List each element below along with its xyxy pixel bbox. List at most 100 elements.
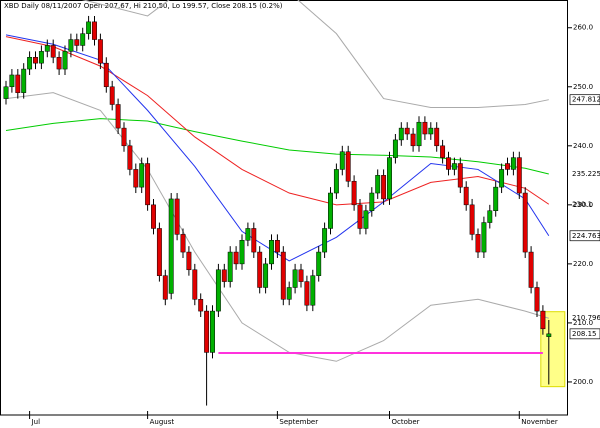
candle-body <box>174 198 180 235</box>
candle-body <box>398 127 404 141</box>
candle-body <box>80 33 86 46</box>
candle-body <box>103 62 109 88</box>
candle-body <box>21 68 27 93</box>
candle-body <box>404 127 410 135</box>
candle-body <box>156 228 162 276</box>
value-label: 235.225 <box>572 170 600 178</box>
candle-body <box>33 57 38 64</box>
candle-body <box>387 157 392 200</box>
candle-body <box>322 228 328 253</box>
candle-body <box>534 287 540 312</box>
candle-body <box>446 157 451 170</box>
candle-body <box>251 228 257 253</box>
y-tick-label: 250.0 <box>573 83 593 91</box>
candle-body <box>369 192 375 211</box>
candle-body <box>227 251 233 282</box>
candle-body <box>50 45 56 58</box>
y-tick-label: 230.0 <box>573 201 593 209</box>
candle-body <box>180 234 186 253</box>
candle-body <box>540 310 546 330</box>
value-label: 208.15 <box>572 330 597 338</box>
candle-body <box>210 310 215 353</box>
candle-body <box>245 228 251 241</box>
candle-body <box>109 86 115 105</box>
candle-body <box>410 133 416 147</box>
candle-body <box>292 269 298 288</box>
candle-body <box>115 104 121 129</box>
candle-body <box>475 234 481 253</box>
value-box <box>569 328 600 340</box>
candle-body <box>74 39 80 46</box>
y-tick-label: 260.0 <box>573 24 593 32</box>
candle-body <box>97 39 103 64</box>
value-label: 224.763 <box>572 232 600 240</box>
x-tick-label: November <box>521 418 558 426</box>
candle-body <box>375 175 381 194</box>
candle-body <box>38 51 44 64</box>
candle-body <box>274 240 280 253</box>
candle-body <box>56 57 62 70</box>
candle-body <box>516 157 522 194</box>
candle-body <box>522 192 528 253</box>
candle-body <box>363 210 369 229</box>
candle-body <box>286 287 292 300</box>
candle-body <box>86 21 92 34</box>
candle-body <box>198 299 204 312</box>
candle-body <box>487 210 493 223</box>
candle-body <box>68 39 74 52</box>
candle-body <box>215 269 221 312</box>
candle-body <box>422 121 428 135</box>
y-tick-label: 220.0 <box>573 260 593 268</box>
candle-body <box>310 275 316 306</box>
candle-body <box>328 192 333 229</box>
candle-body <box>9 74 15 88</box>
overlay-line <box>81 0 549 108</box>
candle-body <box>440 145 446 158</box>
candle-body <box>92 21 97 40</box>
candle-body <box>298 269 304 282</box>
candle-body <box>15 74 21 93</box>
value-label: 230.1 <box>572 200 592 208</box>
candle-body <box>469 204 475 235</box>
candle-body <box>493 186 499 211</box>
y-tick-label: 210.0 <box>573 319 593 327</box>
candle-body <box>499 169 505 188</box>
candle-body <box>3 86 9 99</box>
value-label: 247.812 <box>572 96 600 104</box>
candle-body <box>233 251 239 265</box>
candle-body <box>481 222 487 253</box>
candle-body <box>221 269 227 282</box>
overlay-line <box>5 118 549 175</box>
candle-body <box>546 333 552 337</box>
candle-body <box>316 251 322 276</box>
candle-body <box>463 186 469 206</box>
candle-body <box>133 169 139 188</box>
candle-body <box>121 127 127 147</box>
chart-title: XBD Daily 08/11/2007 Open 207.67, Hi 210… <box>4 2 283 10</box>
candle-body <box>416 121 422 147</box>
candle-body <box>451 163 457 170</box>
value-box <box>569 94 600 106</box>
candle-body <box>162 275 168 300</box>
candle-body <box>392 139 398 158</box>
candle-body <box>357 204 363 229</box>
x-tick-label: Jul <box>31 418 41 426</box>
candle-body <box>192 269 198 300</box>
candle-body <box>510 157 516 170</box>
y-tick-label: 240.0 <box>573 142 593 150</box>
candle-body <box>204 310 210 353</box>
candle-body <box>151 204 156 229</box>
value-box <box>569 230 600 242</box>
y-tick-label: 200.0 <box>573 378 593 386</box>
x-tick-label: September <box>279 418 318 426</box>
candle-body <box>27 57 33 70</box>
candle-body <box>339 151 345 170</box>
candle-body <box>351 180 357 206</box>
candle-body <box>269 240 274 265</box>
candle-body <box>127 145 133 170</box>
candle-body <box>333 169 339 194</box>
candle-body <box>457 163 463 188</box>
candle-body <box>239 240 245 265</box>
candle-body <box>280 251 286 300</box>
